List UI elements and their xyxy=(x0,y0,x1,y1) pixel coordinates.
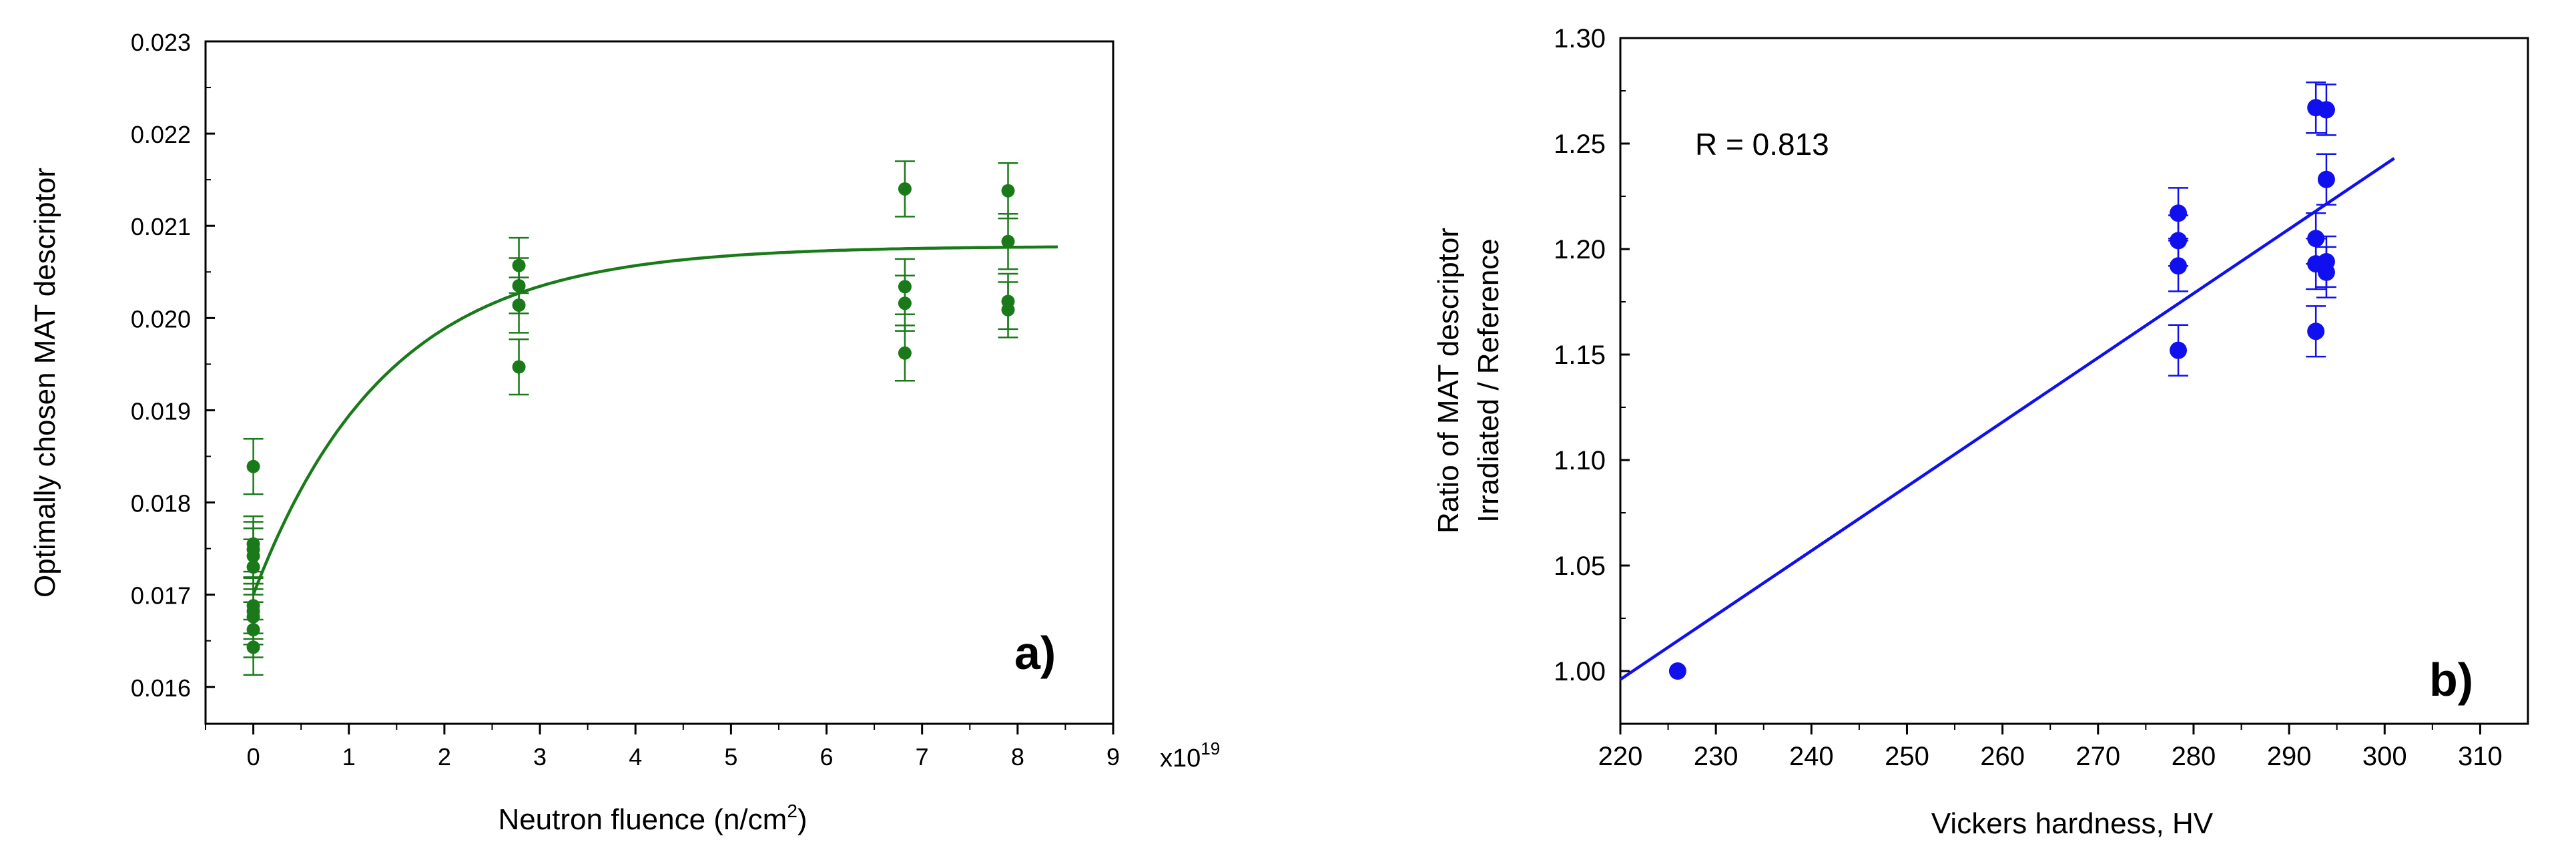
y-tick-label: 0.019 xyxy=(131,397,191,425)
x-tick-label: 300 xyxy=(2362,742,2407,771)
data-point xyxy=(898,296,912,310)
x-tick-label: 9 xyxy=(1106,743,1120,771)
y-tick-label: 0.023 xyxy=(131,29,191,56)
x-tick-label: 5 xyxy=(724,743,737,771)
x-tick-label: 230 xyxy=(1694,742,1738,771)
x-tick-label: 4 xyxy=(629,743,642,771)
y-tick-label: 1.05 xyxy=(1554,552,1606,581)
x-tick-label: 270 xyxy=(2075,742,2120,771)
x-axis-label-a: Neutron fluence (n/cm2) xyxy=(498,801,807,836)
data-point xyxy=(1001,184,1015,198)
fit-curve xyxy=(252,245,1058,596)
data-point xyxy=(512,298,526,312)
data-point xyxy=(2170,204,2188,222)
y-tick-label: 0.022 xyxy=(131,121,191,148)
data-point xyxy=(2307,322,2325,341)
y-tick-label: 0.021 xyxy=(131,213,191,240)
y-tick-label: 1.10 xyxy=(1554,446,1606,475)
x-tick-label: 3 xyxy=(533,743,547,771)
x-axis-label-b: Vickers hardness, HV xyxy=(1931,807,2214,840)
data-point xyxy=(2317,101,2335,119)
fit-line-b xyxy=(1619,157,2395,681)
panel-b-chart: 1.00 1.05 1.10 1.15 1.20 1.25 1.30 220 230 240 25… xyxy=(1432,24,2529,840)
y-tick-label: 1.30 xyxy=(1554,24,1606,53)
x-tick-label: 1 xyxy=(342,743,356,771)
data-point xyxy=(2170,257,2188,275)
data-points-a xyxy=(243,160,1018,676)
data-point xyxy=(1001,234,1015,248)
correlation-annotation: R = 0.813 xyxy=(1695,127,1829,162)
x-tick-label: 280 xyxy=(2172,742,2216,771)
x-tick-label: 250 xyxy=(1885,742,1929,771)
data-point xyxy=(1668,662,1686,680)
data-point xyxy=(2317,170,2335,188)
x-multiplier-a: x1019 xyxy=(1160,738,1220,773)
data-point xyxy=(1001,302,1015,316)
panel-label-b: b) xyxy=(2429,654,2473,706)
plot-frame-a xyxy=(204,40,1114,725)
y-tick-label: 1.00 xyxy=(1554,657,1606,686)
data-point xyxy=(246,459,260,473)
y-axis-a: 0.016 0.017 0.018 0.019 0.020 0.021 0.022 0.023 xyxy=(131,29,215,702)
y-axis-label-b-line2: Irradiated / Reference xyxy=(1472,238,1505,523)
x-tick-label: 310 xyxy=(2458,742,2503,771)
y-tick-label: 1.25 xyxy=(1554,130,1606,159)
x-tick-label: 6 xyxy=(820,743,834,771)
x-tick-label: 220 xyxy=(1598,742,1643,771)
x-tick-label: 8 xyxy=(1011,743,1024,771)
x-tick-label: 240 xyxy=(1789,742,1834,771)
data-point xyxy=(246,560,260,574)
x-axis-a: 0 1 2 3 4 5 6 7 8 9 xyxy=(205,724,1120,771)
y-tick-label: 0.018 xyxy=(131,490,191,517)
y-axis-label-a: Optimally chosen MAT descriptor xyxy=(29,168,61,598)
data-point xyxy=(512,360,526,374)
data-point xyxy=(898,182,912,196)
panel-a-chart: 0.016 0.017 0.018 0.019 0.020 0.021 0.022 0.023… xyxy=(29,29,1220,836)
y-axis-label-b-line1: Ratio of MAT descriptor xyxy=(1432,228,1465,533)
y-tick-label: 0.017 xyxy=(131,582,191,610)
y-tick-label: 1.20 xyxy=(1554,235,1606,264)
y-tick-label: 1.15 xyxy=(1554,341,1606,370)
y-tick-label: 0.020 xyxy=(131,305,191,333)
x-tick-label: 290 xyxy=(2267,742,2312,771)
plot-frame-b xyxy=(1619,37,2529,725)
x-tick-label: 260 xyxy=(1980,742,2025,771)
y-axis-b: 1.00 1.05 1.10 1.15 1.20 1.25 1.30 xyxy=(1554,24,1630,686)
data-point xyxy=(2170,341,2188,359)
data-points-b xyxy=(1668,81,2336,680)
panel-label-a: a) xyxy=(1014,627,1056,679)
fit-curve-a xyxy=(252,245,1058,596)
data-point xyxy=(898,346,912,360)
data-point xyxy=(246,640,260,654)
y-tick-label: 0.016 xyxy=(131,674,191,702)
x-axis-b: 220 230 240 250 260 270 280 290 300 310 xyxy=(1598,724,2503,771)
x-tick-label: 2 xyxy=(438,743,451,771)
x-tick-label: 0 xyxy=(247,743,260,771)
x-tick-label: 7 xyxy=(916,743,929,771)
data-point xyxy=(2317,263,2335,281)
fit-line xyxy=(1619,157,2395,681)
